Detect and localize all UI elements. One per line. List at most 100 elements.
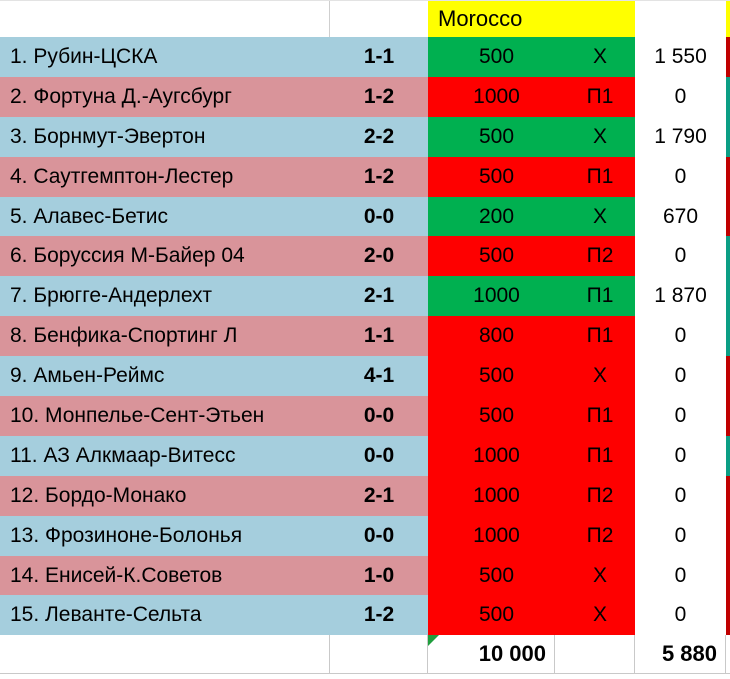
stake-cell[interactable]: 500 (428, 37, 565, 77)
stake-cell[interactable]: 500 (428, 396, 565, 436)
stake-cell[interactable]: 1000 (428, 435, 565, 476)
stake-cell[interactable]: 1000 (428, 76, 565, 117)
payout-cell[interactable]: 0 (635, 356, 726, 397)
header-empty-cell-a[interactable] (0, 1, 330, 37)
match-rows: 1. Рубин-ЦСКА 1-1 500 X 1 550 2. Фортуна… (0, 37, 730, 636)
match-name-cell[interactable]: 9. Амьен-Реймс (0, 356, 330, 397)
stake-cell[interactable]: 500 (428, 356, 565, 397)
stake-cell[interactable]: 1000 (428, 475, 565, 516)
player-name-cell[interactable]: Morocco (428, 1, 635, 37)
match-name-cell[interactable]: 12. Бордо-Монако (0, 475, 330, 516)
match-name-cell[interactable]: 13. Фрозиноне-Болонья (0, 515, 330, 556)
score-cell[interactable]: 1-1 (330, 37, 428, 77)
adjacent-column-edge (726, 76, 730, 117)
adjacent-column-edge (726, 515, 730, 556)
payout-cell[interactable]: 1 550 (635, 37, 726, 77)
pick-cell[interactable]: X (565, 116, 635, 157)
table-row: 14. Енисей-К.Советов 1-0 500 X 0 (0, 555, 730, 596)
score-cell[interactable]: 1-1 (330, 316, 428, 357)
score-cell[interactable]: 2-0 (330, 236, 428, 277)
score-cell[interactable]: 2-1 (330, 276, 428, 317)
payout-cell[interactable]: 0 (635, 475, 726, 516)
footer-empty-cell-b[interactable] (330, 635, 428, 673)
score-cell[interactable]: 2-2 (330, 116, 428, 157)
adjacent-column-edge (726, 396, 730, 436)
score-cell[interactable]: 2-1 (330, 475, 428, 516)
stake-cell[interactable]: 200 (428, 196, 565, 237)
adjacent-column-edge (726, 555, 730, 596)
pick-cell[interactable]: X (565, 356, 635, 397)
pick-cell[interactable]: П1 (565, 156, 635, 197)
pick-cell[interactable]: П1 (565, 396, 635, 436)
match-name-cell[interactable]: 2. Фортуна Д.-Аугсбург (0, 76, 330, 117)
pick-cell[interactable]: X (565, 196, 635, 237)
payout-cell[interactable]: 0 (635, 396, 726, 436)
table-row: 12. Бордо-Монако 2-1 1000 П2 0 (0, 475, 730, 516)
pick-cell[interactable]: X (565, 37, 635, 77)
total-payout-cell[interactable]: 5 880 (635, 635, 726, 673)
score-cell[interactable]: 4-1 (330, 356, 428, 397)
stake-cell[interactable]: 1000 (428, 276, 565, 317)
match-name-cell[interactable]: 14. Енисей-К.Советов (0, 555, 330, 596)
table-row: 1. Рубин-ЦСКА 1-1 500 X 1 550 (0, 37, 730, 77)
score-cell[interactable]: 1-2 (330, 595, 428, 636)
pick-cell[interactable]: П2 (565, 515, 635, 556)
payout-cell[interactable]: 0 (635, 316, 726, 357)
payout-cell[interactable]: 0 (635, 595, 726, 636)
pick-cell[interactable]: П1 (565, 276, 635, 317)
score-cell[interactable]: 0-0 (330, 435, 428, 476)
match-name-cell[interactable]: 6. Боруссия М-Байер 04 (0, 236, 330, 277)
match-name-cell[interactable]: 1. Рубин-ЦСКА (0, 37, 330, 77)
score-cell[interactable]: 0-0 (330, 196, 428, 237)
score-cell[interactable]: 1-0 (330, 555, 428, 596)
score-cell[interactable]: 1-2 (330, 76, 428, 117)
payout-cell[interactable]: 0 (635, 76, 726, 117)
score-cell[interactable]: 1-2 (330, 156, 428, 197)
table-row: 9. Амьен-Реймс 4-1 500 X 0 (0, 356, 730, 397)
match-name-cell[interactable]: 8. Бенфика-Спортинг Л (0, 316, 330, 357)
score-cell[interactable]: 0-0 (330, 396, 428, 436)
match-name-cell[interactable]: 7. Брюгге-Андерлехт (0, 276, 330, 317)
stake-cell[interactable]: 800 (428, 316, 565, 357)
table-row: 3. Борнмут-Эвертон 2-2 500 X 1 790 (0, 116, 730, 157)
adjacent-column-edge (726, 1, 730, 37)
pick-cell[interactable]: П2 (565, 236, 635, 277)
match-name-cell[interactable]: 5. Алавес-Бетис (0, 196, 330, 237)
stake-cell[interactable]: 500 (428, 116, 565, 157)
stake-cell[interactable]: 500 (428, 236, 565, 277)
match-name-cell[interactable]: 15. Леванте-Сельта (0, 595, 330, 636)
adjacent-column-edge (726, 37, 730, 77)
table-row: 2. Фортуна Д.-Аугсбург 1-2 1000 П1 0 (0, 76, 730, 117)
pick-cell[interactable]: П1 (565, 76, 635, 117)
payout-cell[interactable]: 0 (635, 515, 726, 556)
match-name-cell[interactable]: 4. Саутгемптон-Лестер (0, 156, 330, 197)
header-row: Morocco (0, 1, 730, 37)
pick-cell[interactable]: П1 (565, 316, 635, 357)
stake-cell[interactable]: 1000 (428, 515, 565, 556)
payout-cell[interactable]: 0 (635, 435, 726, 476)
table-row: 11. АЗ Алкмаар-Витесс 0-0 1000 П1 0 (0, 435, 730, 476)
footer-empty-cell-d[interactable] (555, 635, 635, 673)
stake-cell[interactable]: 500 (428, 555, 565, 596)
pick-cell[interactable]: П2 (565, 475, 635, 516)
match-name-cell[interactable]: 3. Борнмут-Эвертон (0, 116, 330, 157)
payout-cell[interactable]: 0 (635, 156, 726, 197)
payout-cell[interactable]: 0 (635, 555, 726, 596)
payout-cell[interactable]: 0 (635, 236, 726, 277)
pick-cell[interactable]: X (565, 595, 635, 636)
payout-cell[interactable]: 1 790 (635, 116, 726, 157)
stake-cell[interactable]: 500 (428, 595, 565, 636)
adjacent-column-edge (726, 635, 730, 673)
payout-cell[interactable]: 670 (635, 196, 726, 237)
payout-cell[interactable]: 1 870 (635, 276, 726, 317)
stake-cell[interactable]: 500 (428, 156, 565, 197)
match-name-cell[interactable]: 11. АЗ Алкмаар-Витесс (0, 435, 330, 476)
pick-cell[interactable]: П1 (565, 435, 635, 476)
header-empty-cell-e[interactable] (635, 1, 726, 37)
footer-empty-cell-a[interactable] (0, 635, 330, 673)
pick-cell[interactable]: X (565, 555, 635, 596)
score-cell[interactable]: 0-0 (330, 515, 428, 556)
match-name-cell[interactable]: 10. Монпелье-Сент-Этьен (0, 396, 330, 436)
header-empty-cell-b[interactable] (330, 1, 428, 37)
total-stake-cell[interactable]: 10 000 (428, 635, 555, 673)
